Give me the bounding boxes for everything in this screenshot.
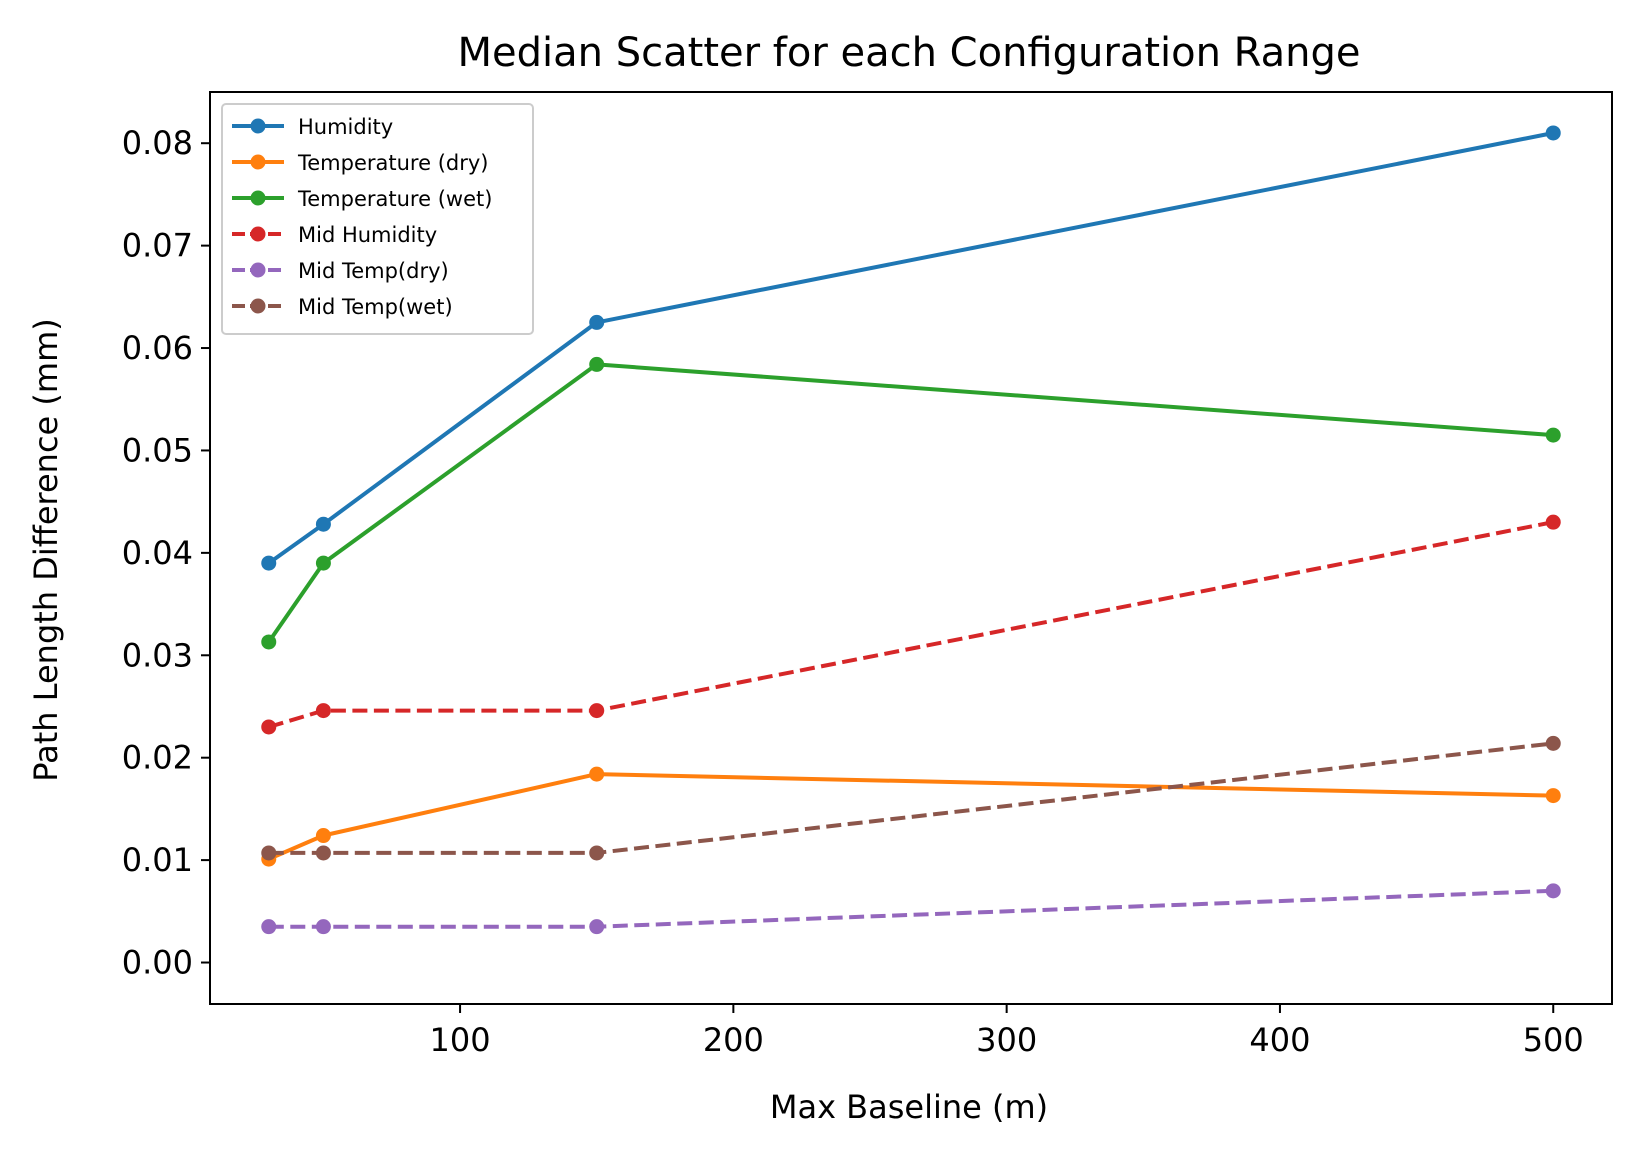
data-point	[261, 634, 277, 650]
legend-label: Temperature (dry)	[297, 151, 488, 175]
series-line-5	[268, 741, 1554, 855]
y-tick-label: 0.04	[122, 534, 193, 572]
series-line-4	[268, 888, 1554, 929]
legend-swatch-marker	[250, 190, 266, 206]
data-point	[315, 516, 331, 532]
y-tick-label: 0.03	[122, 636, 193, 674]
legend: Humidity Temperature (dry) Temperature (we…	[221, 103, 534, 335]
series-line-1	[268, 772, 1554, 861]
x-tick-label: 200	[703, 1021, 764, 1059]
data-point	[1545, 125, 1561, 141]
data-point	[261, 845, 277, 861]
data-point	[1545, 735, 1561, 751]
data-point	[589, 314, 605, 330]
chart-title: Median Scatter for each Configuration Ra…	[458, 30, 1361, 76]
data-point	[315, 828, 331, 844]
x-tick-label: 100	[430, 1021, 491, 1059]
data-point	[589, 919, 605, 935]
y-tick-label: 0.08	[122, 124, 193, 162]
data-point	[1545, 427, 1561, 443]
data-point	[261, 719, 277, 735]
x-tick-label: 300	[976, 1021, 1037, 1059]
legend-swatch-marker	[250, 298, 266, 314]
legend-swatch-marker	[250, 262, 266, 278]
legend-swatch-marker	[250, 226, 266, 242]
y-tick-label: 0.06	[122, 329, 193, 367]
x-axis-label: Max Baseline (m)	[770, 1088, 1048, 1126]
plot-area: 100 200 300 400 500 0.00 0.01 0.02 0.03 0.04 0.05 0…	[122, 91, 1613, 1059]
series-line-2	[267, 362, 1554, 644]
y-tick-label: 0.02	[122, 739, 193, 777]
data-point	[1545, 514, 1561, 530]
legend-label: Humidity	[298, 115, 393, 139]
data-point	[1545, 788, 1561, 804]
data-point	[1545, 883, 1561, 899]
x-tick-label: 500	[1523, 1021, 1584, 1059]
legend-label: Mid Humidity	[298, 223, 437, 247]
data-point	[315, 703, 331, 719]
y-tick-label: 0.07	[122, 227, 193, 265]
legend-label: Mid Temp(wet)	[298, 295, 453, 319]
y-axis-label: Path Length Difference (mm)	[27, 318, 65, 781]
legend-swatch-marker	[250, 154, 266, 170]
legend-label: Mid Temp(dry)	[298, 259, 449, 283]
legend-swatch-marker	[250, 118, 266, 134]
data-point	[261, 919, 277, 935]
series-line-3	[268, 520, 1554, 729]
legend-box	[221, 103, 534, 335]
data-point	[589, 766, 605, 782]
data-point	[315, 845, 331, 861]
y-tick-label: 0.05	[122, 431, 193, 469]
data-point	[261, 555, 277, 571]
data-point	[315, 919, 331, 935]
series-lines	[261, 125, 1561, 935]
x-tick-label: 400	[1249, 1021, 1310, 1059]
y-tick-label: 0.00	[122, 944, 193, 982]
data-point	[315, 555, 331, 571]
data-point	[589, 845, 605, 861]
data-point	[589, 703, 605, 719]
y-tick-label: 0.01	[122, 841, 193, 879]
axes-frame	[209, 91, 1613, 1005]
series-line-0	[267, 131, 1554, 565]
data-point	[589, 356, 605, 372]
legend-label: Temperature (wet)	[297, 187, 492, 211]
